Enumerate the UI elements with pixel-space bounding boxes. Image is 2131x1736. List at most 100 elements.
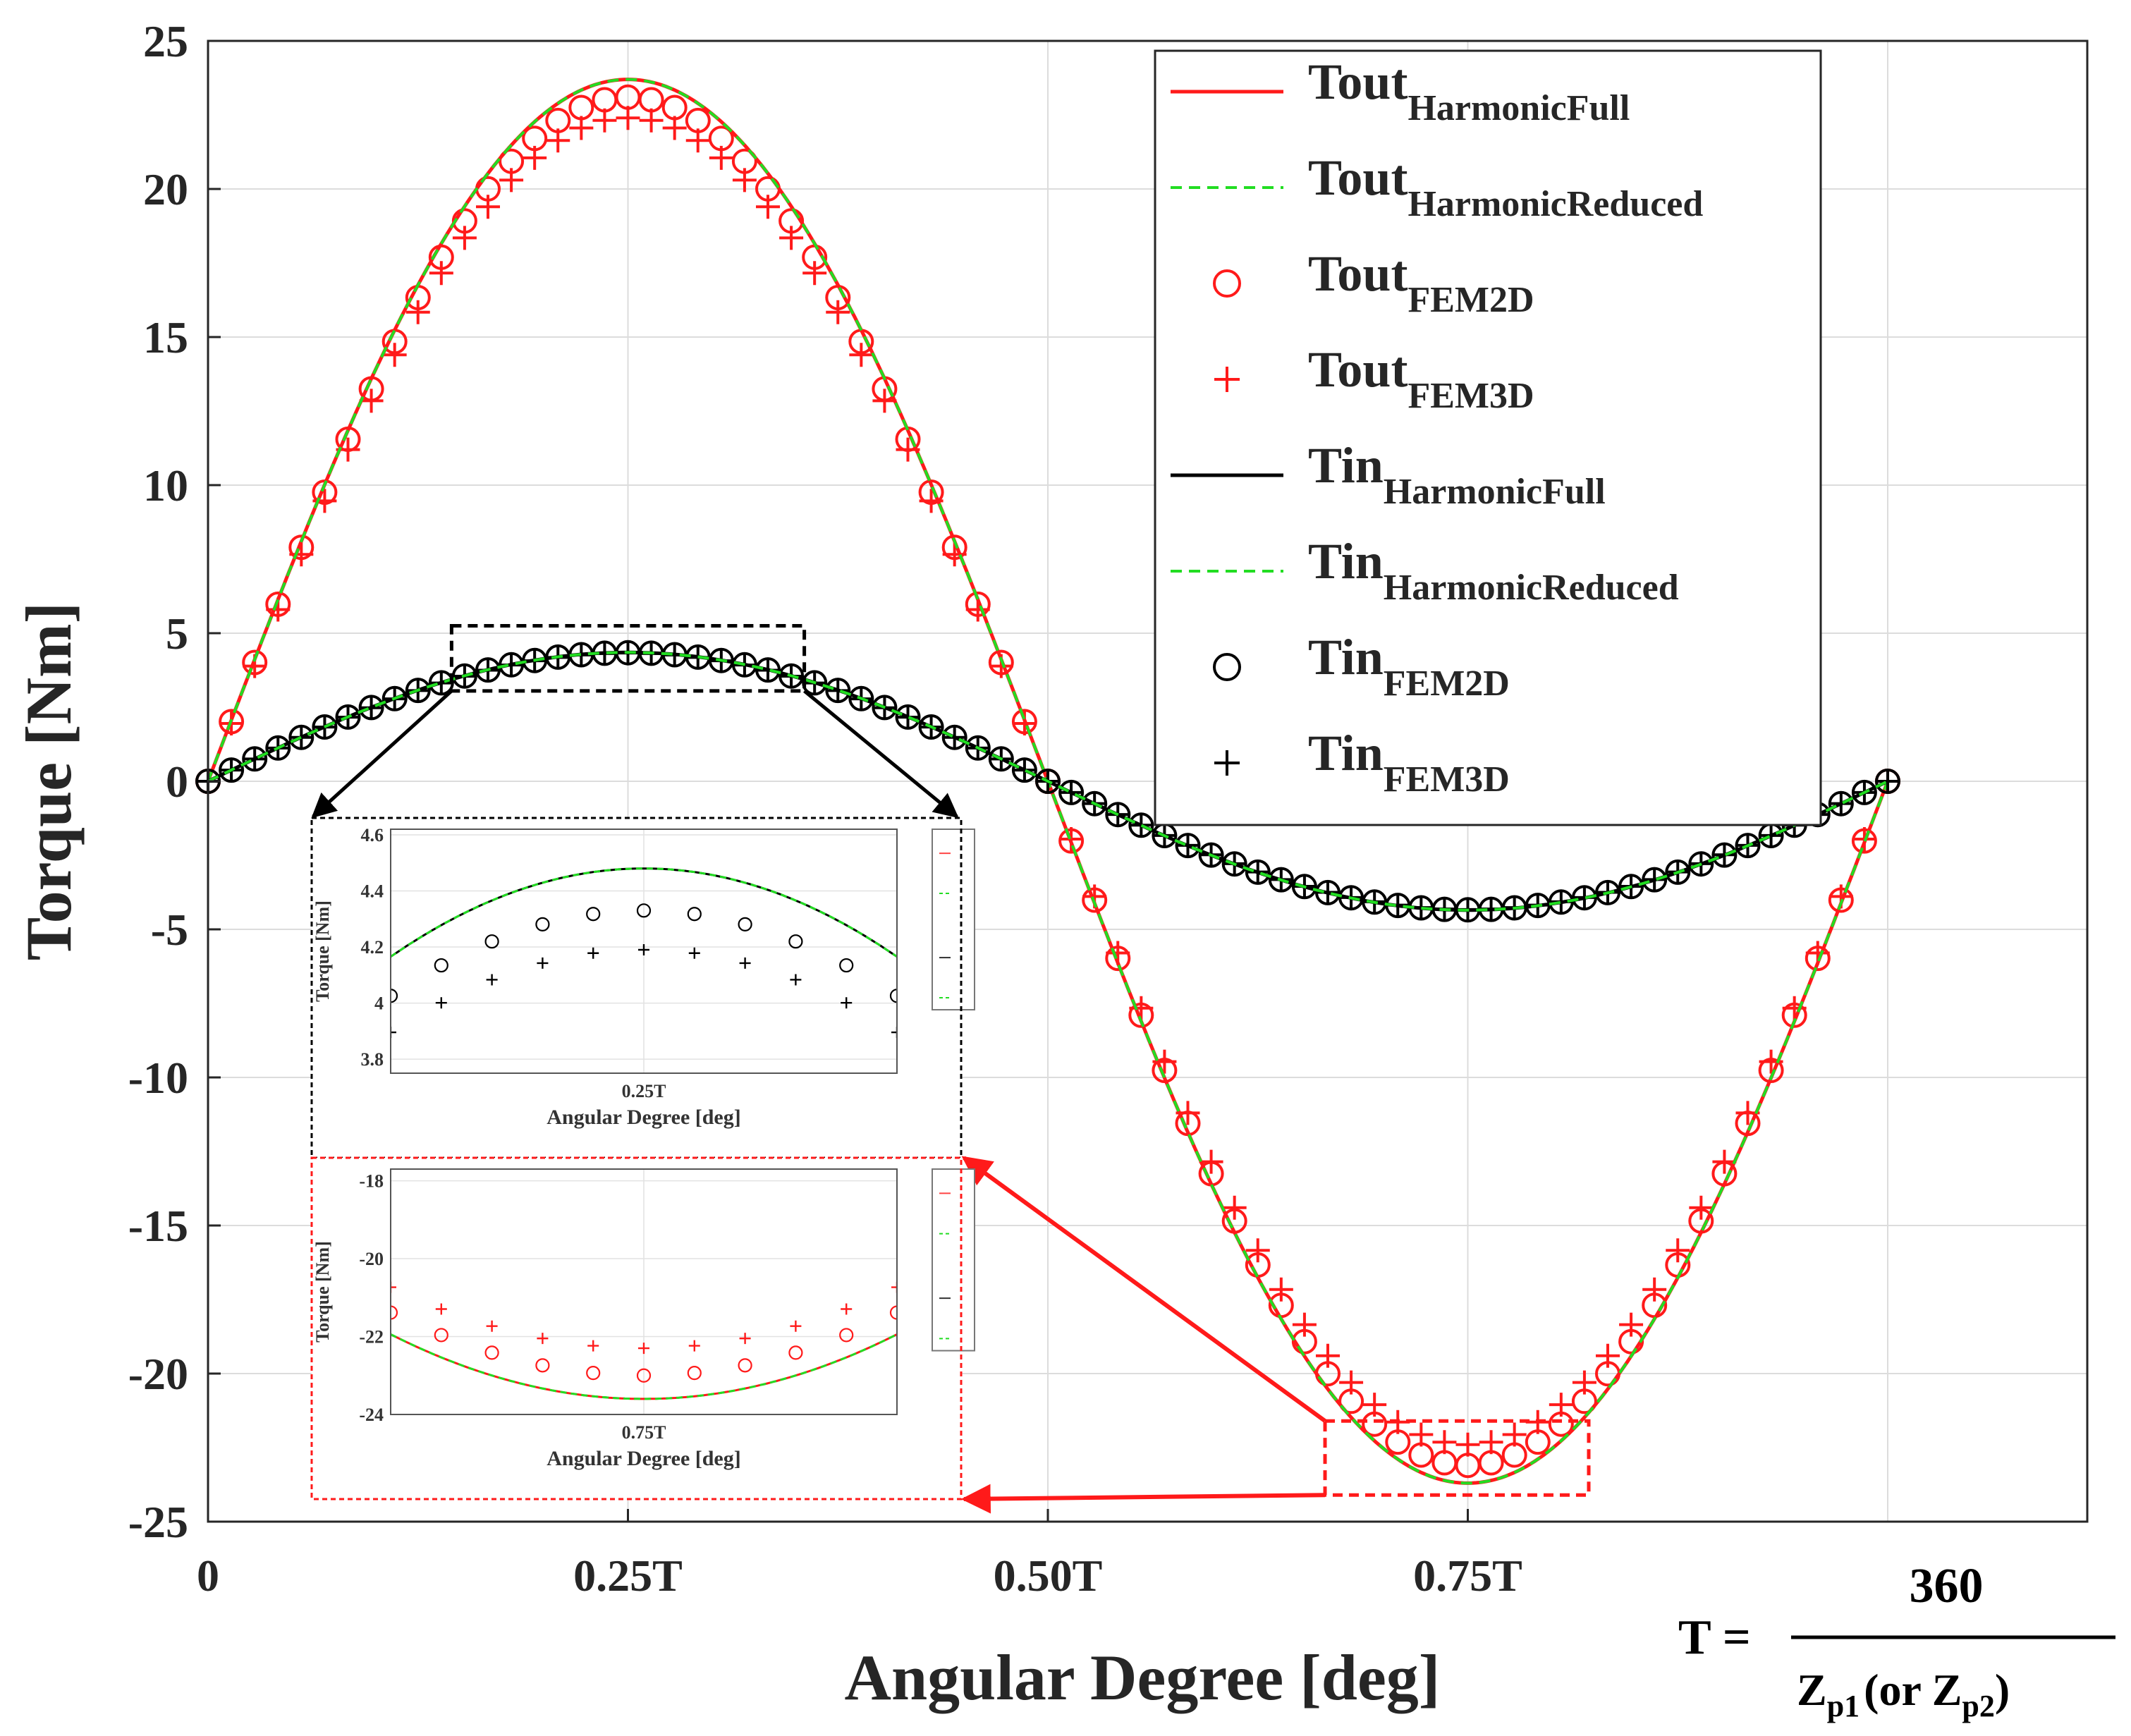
tin_fem2d-point	[848, 685, 874, 711]
tin_fem2d-point	[988, 746, 1014, 772]
tout_fem3d-point	[849, 343, 874, 367]
tout_fem2d-point	[288, 534, 315, 561]
legend: ToutHarmonicFull ToutHarmonicReduced ToutF…	[1154, 49, 1822, 826]
inset-y-tick-label: 4.4	[361, 881, 384, 901]
tin_fem2d-point	[1548, 889, 1574, 915]
legend-swatch	[1214, 367, 1240, 392]
inset-fem2d-point	[788, 1345, 803, 1360]
inset-fem2d-point	[889, 1305, 897, 1320]
main-series	[195, 78, 1900, 1485]
tout_fem2d-point	[1525, 1429, 1551, 1455]
tin_fem2d-point	[1082, 790, 1108, 817]
inset-fem3d-point	[739, 1333, 751, 1345]
inset-fem2d-point	[687, 907, 702, 922]
inset-fem3d-point	[587, 1340, 599, 1352]
inset-x-axis-label: Angular Degree [deg]	[547, 1106, 741, 1129]
tout_fem2d-point	[1711, 1161, 1738, 1187]
zoom-box-tout	[1323, 1419, 1591, 1497]
tin_fem2d-point	[1315, 879, 1341, 905]
inset-fem3d-point	[739, 957, 751, 969]
inset-fem2d-point	[535, 1358, 550, 1373]
tout_fem2d-point	[242, 649, 268, 676]
zoom-arrow-tout-lower	[960, 1484, 1326, 1514]
formula-close: )	[1995, 1665, 2010, 1715]
tout_fem3d-point	[452, 226, 477, 250]
inset-y-tick-label: -24	[359, 1405, 384, 1425]
tout_fem3d-point	[1455, 1432, 1480, 1457]
tout_fem2d-point	[335, 426, 361, 452]
tout_fem3d-point	[1245, 1238, 1270, 1263]
tin_fem2d-point	[1688, 851, 1714, 877]
tout_fem3d-point	[1222, 1195, 1247, 1220]
tin_fem3d-point	[289, 725, 314, 750]
tout_fem2d-point	[1011, 709, 1037, 735]
inset-fem2d-point	[484, 934, 499, 949]
inset-fem2d-point	[434, 958, 448, 973]
inset-fem3d-point	[638, 944, 649, 956]
tout_fem2d-point	[265, 591, 291, 617]
tin_fem2d-point	[918, 714, 944, 740]
tin_fem3d-point	[1642, 867, 1667, 892]
tout_fem2d-point	[1408, 1442, 1434, 1468]
inset-background	[312, 818, 961, 1158]
tin_fem3d-point	[429, 671, 453, 695]
legend-swatch	[1213, 269, 1241, 298]
tin_fem2d-point	[872, 695, 898, 721]
tout_fem2d-point	[638, 87, 664, 113]
tout_fem2d-point	[1058, 828, 1085, 854]
tin_fem2d-point	[1642, 867, 1668, 893]
tin_fem2d-point	[708, 647, 734, 673]
tin_fem2d-point	[1198, 842, 1224, 868]
inset-fem2d-point	[839, 958, 854, 973]
inset-y-axis-label: Torque [Nm]	[312, 1241, 333, 1343]
series-tin_reduced	[207, 651, 1888, 912]
inset-fem3d-point	[841, 997, 853, 1009]
tin_fem3d-point	[1059, 780, 1084, 805]
inset-fem3d-point	[790, 974, 802, 986]
tout_fem3d-point	[965, 597, 990, 622]
y-tick-label: 0	[166, 757, 188, 807]
x-tick-label: 0	[197, 1551, 219, 1601]
tin_fem2d-point	[265, 735, 291, 761]
inset-fem2d-point	[738, 917, 752, 931]
legend-label: ToutFEM3D	[1308, 341, 1534, 416]
y-tick-label: 25	[143, 16, 188, 66]
x-tick-label: 0.25T	[573, 1551, 683, 1601]
x-axis-label: Angular Degree [deg]	[845, 1642, 1441, 1713]
zoom-arrow-tin-left	[311, 690, 453, 819]
inset-fem3d-point	[841, 1303, 853, 1315]
tin_fem2d-point	[475, 657, 501, 683]
y-tick-label: 20	[143, 164, 188, 214]
tout_fem2d-point	[1175, 1111, 1201, 1137]
tout_fem3d-point	[826, 300, 850, 324]
tout_fem2d-point	[1105, 946, 1131, 972]
tin_fem2d-point	[1011, 757, 1037, 783]
tin_fem2d-point	[895, 704, 921, 730]
tout_fem3d-point	[1689, 1195, 1714, 1220]
inset-y-tick-label: 4.6	[361, 825, 384, 845]
tout_fem2d-point	[708, 126, 734, 152]
inset-fem3d-point	[688, 947, 700, 959]
tout_fem2d-point	[1548, 1411, 1574, 1437]
inset-legend-fragment	[932, 829, 975, 1011]
tout_fem2d-point	[1781, 1002, 1807, 1028]
tin_fem2d-point	[358, 695, 384, 721]
tin_fem2d-point	[731, 652, 757, 678]
inset-fem2d-point	[586, 907, 601, 922]
tin_fem2d-point	[778, 663, 805, 689]
inset-fem3d-point	[537, 1333, 549, 1345]
inset-fem3d-point	[638, 1343, 649, 1355]
tout_fem3d-point	[1619, 1312, 1644, 1337]
inset-inset_tin: 4.6 4.4 4.2 4 3.8 0.25T Angular Degree [deg] To…	[310, 817, 975, 1159]
tin_fem2d-point	[219, 757, 245, 783]
zoom-box-tin	[449, 624, 807, 693]
tout_fem3d-point	[779, 226, 804, 250]
tout_fem2d-point	[522, 126, 548, 152]
legend-item-tout_reduced: ToutHarmonicReduced	[1171, 149, 1703, 224]
tout_fem2d-point	[381, 329, 408, 355]
inset-axes-frame	[390, 829, 898, 1074]
legend-item-tout_fem2d: ToutFEM2D	[1213, 245, 1534, 320]
tin_fem3d-point	[243, 747, 267, 771]
tout_fem2d-point	[1315, 1361, 1341, 1387]
inset-fem3d-point	[435, 997, 447, 1009]
